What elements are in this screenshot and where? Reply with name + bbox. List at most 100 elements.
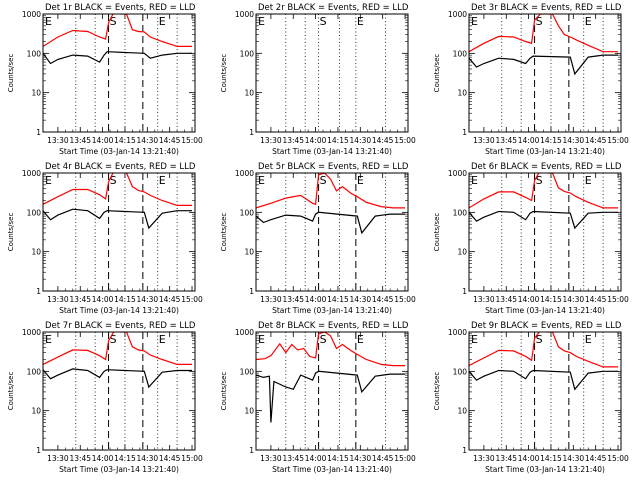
- x-tick-label: 14:00: [305, 295, 327, 304]
- y-tick-label: 1000: [235, 169, 254, 178]
- marker-label: E: [45, 174, 52, 187]
- y-tick-label: 10: [457, 407, 467, 416]
- y-axis-label: Counts/sec: [7, 372, 15, 411]
- plot-frame: [42, 172, 196, 292]
- x-tick-label: 13:30: [260, 454, 282, 463]
- det-panel-5: Det 5r BLACK = Events, RED = LLD Counts/s…: [220, 162, 416, 315]
- series-line-red: [469, 14, 618, 53]
- series-line-red: [43, 332, 192, 365]
- y-tick-label: 10: [31, 248, 41, 257]
- y-tick-label: 100: [240, 208, 255, 217]
- marker-label: E: [357, 333, 364, 346]
- x-axis-label: Start Time (03-Jan-14 13:21:40): [485, 306, 605, 315]
- marker-label: E: [471, 15, 478, 28]
- x-tick-label: 15:00: [181, 295, 203, 304]
- x-tick-label: 14:15: [540, 454, 562, 463]
- x-tick-label: 13:45: [282, 454, 304, 463]
- x-tick-label: 13:30: [473, 295, 495, 304]
- y-axis-label: Counts/sec: [220, 213, 228, 252]
- marker-label: E: [585, 333, 592, 346]
- y-axis-label: Counts/sec: [433, 213, 441, 252]
- x-tick-label: 15:00: [394, 454, 416, 463]
- x-tick-label: 14:30: [350, 295, 372, 304]
- plot-frame: [468, 13, 622, 133]
- x-tick-label: 13:30: [260, 136, 282, 145]
- y-tick-label: 10: [244, 89, 254, 98]
- y-tick-label: 10: [244, 248, 254, 257]
- marker-label: S: [320, 174, 327, 187]
- y-tick-label: 1: [36, 287, 41, 296]
- y-tick-label: 10: [31, 407, 41, 416]
- det-panel-7: Det 7r BLACK = Events, RED = LLD Counts/s…: [7, 321, 203, 474]
- x-axis-label: Start Time (03-Jan-14 13:21:40): [272, 147, 392, 156]
- series-line-red: [469, 173, 618, 209]
- x-tick-label: 14:00: [305, 454, 327, 463]
- y-tick-label: 1: [249, 446, 254, 455]
- x-tick-label: 14:45: [159, 136, 181, 145]
- series-line-red: [43, 173, 192, 206]
- y-tick-label: 100: [453, 367, 468, 376]
- x-tick-label: 14:15: [114, 136, 136, 145]
- x-tick-label: 15:00: [607, 136, 629, 145]
- y-tick-label: 1000: [22, 10, 41, 19]
- series-line-black: [43, 368, 192, 389]
- marker-label: E: [471, 174, 478, 187]
- panel-title: Det 2r BLACK = Events, RED = LLD: [258, 3, 409, 13]
- x-tick-label: 13:45: [282, 136, 304, 145]
- marker-label: S: [320, 333, 327, 346]
- panel-title: Det 4r BLACK = Events, RED = LLD: [45, 162, 196, 172]
- marker-label: E: [258, 333, 265, 346]
- y-axis-label: Counts/sec: [220, 372, 228, 411]
- marker-label: E: [585, 174, 592, 187]
- y-tick-label: 1: [462, 287, 467, 296]
- det-panel-1: Det 1r BLACK = Events, RED = LLD Counts/s…: [7, 3, 203, 156]
- x-tick-label: 14:30: [350, 454, 372, 463]
- x-tick-label: 14:15: [540, 295, 562, 304]
- x-tick-label: 14:15: [114, 295, 136, 304]
- x-tick-label: 13:45: [69, 136, 91, 145]
- x-tick-label: 14:00: [92, 454, 114, 463]
- y-tick-label: 1000: [448, 328, 467, 337]
- series-line-red: [256, 332, 405, 367]
- x-tick-label: 14:00: [305, 136, 327, 145]
- series-line-black: [43, 208, 192, 230]
- marker-label: E: [159, 15, 166, 28]
- plot-frame: [255, 172, 409, 292]
- x-tick-label: 14:00: [518, 136, 540, 145]
- x-tick-label: 14:30: [137, 454, 159, 463]
- x-tick-label: 14:15: [540, 136, 562, 145]
- plot-frame: [42, 331, 196, 451]
- y-tick-label: 1000: [235, 328, 254, 337]
- y-axis-label: Counts/sec: [220, 54, 228, 93]
- x-tick-label: 14:45: [585, 454, 607, 463]
- y-axis-label: Counts/sec: [7, 54, 15, 93]
- x-tick-label: 15:00: [181, 136, 203, 145]
- x-tick-label: 14:15: [327, 454, 349, 463]
- x-tick-label: 14:45: [372, 454, 394, 463]
- det-panel-8: Det 8r BLACK = Events, RED = LLD Counts/s…: [220, 321, 416, 474]
- y-tick-label: 10: [31, 89, 41, 98]
- marker-label: S: [110, 15, 117, 28]
- y-tick-label: 100: [240, 367, 255, 376]
- marker-label: S: [320, 15, 327, 28]
- x-axis-label: Start Time (03-Jan-14 13:21:40): [59, 306, 179, 315]
- panel-title: Det 5r BLACK = Events, RED = LLD: [258, 162, 409, 172]
- det-panel-6: Det 6r BLACK = Events, RED = LLD Counts/s…: [433, 162, 629, 315]
- marker-label: E: [159, 174, 166, 187]
- y-tick-label: 1: [249, 287, 254, 296]
- x-tick-label: 14:15: [327, 295, 349, 304]
- y-axis-label: Counts/sec: [433, 54, 441, 93]
- series-line-black: [43, 51, 192, 65]
- x-axis-label: Start Time (03-Jan-14 13:21:40): [485, 465, 605, 474]
- marker-label: S: [110, 174, 117, 187]
- x-tick-label: 14:15: [114, 454, 136, 463]
- plot-frame: [255, 331, 409, 451]
- y-tick-label: 10: [457, 248, 467, 257]
- series-line-black: [256, 370, 405, 423]
- y-axis-label: Counts/sec: [433, 372, 441, 411]
- y-tick-label: 1: [36, 128, 41, 137]
- marker-label: S: [536, 15, 543, 28]
- x-tick-label: 14:30: [563, 136, 585, 145]
- y-tick-label: 10: [457, 89, 467, 98]
- x-axis-label: Start Time (03-Jan-14 13:21:40): [59, 465, 179, 474]
